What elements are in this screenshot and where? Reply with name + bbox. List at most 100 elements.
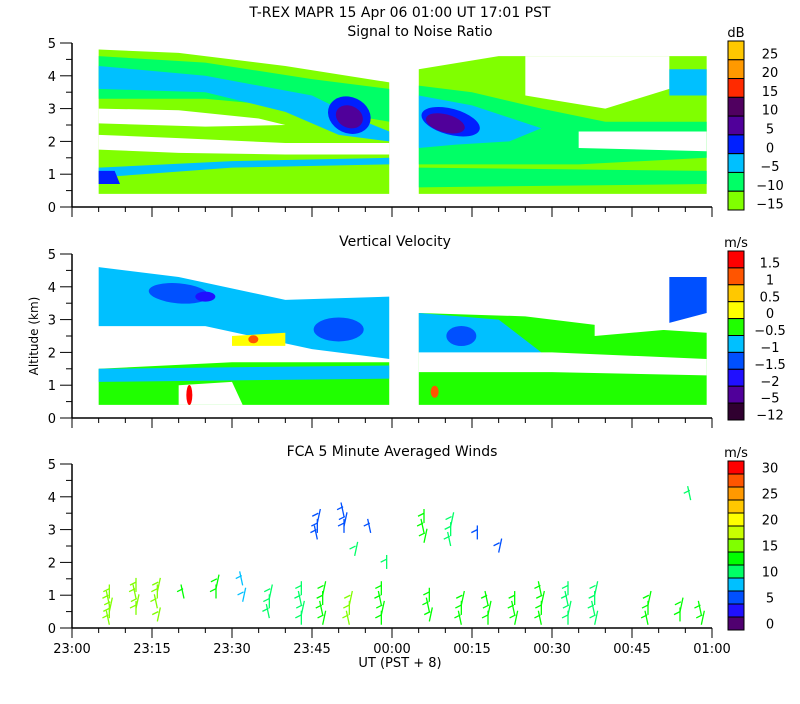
- snr-field-gap: [98, 134, 390, 155]
- wind-barb-flag: [343, 594, 351, 599]
- wind-barb-staff: [594, 610, 599, 625]
- x-tick-label: 00:00: [373, 642, 410, 657]
- wind-barb-flag: [445, 515, 452, 521]
- colorbar-swatch: [727, 301, 745, 320]
- wind-barb-flag: [102, 594, 109, 599]
- colorbar-label: 0: [766, 141, 774, 156]
- wind-barb-flag: [534, 614, 541, 619]
- wind-barb-flag: [310, 529, 317, 534]
- wind-barb-flag: [311, 522, 318, 527]
- wind-barb-staff: [377, 590, 382, 606]
- data-gap: [389, 254, 419, 424]
- wind-barb-flag: [640, 614, 648, 619]
- wind-barb-staff: [153, 594, 158, 609]
- wind-barb-staff: [591, 600, 596, 616]
- wind-barb-flag: [561, 584, 569, 589]
- velocity-field-blob: [430, 385, 439, 398]
- wind-barb-flag: [128, 588, 136, 593]
- wind-barb-flag: [349, 545, 356, 550]
- wind-barb-flag: [374, 594, 381, 599]
- panel-title-winds: FCA 5 Minute Averaged Winds: [287, 444, 498, 460]
- wind-barb-flag: [683, 489, 691, 494]
- colorbar-swatch: [727, 473, 745, 488]
- wind-barb-flag: [561, 614, 569, 619]
- velocity-field: [98, 365, 390, 382]
- wind-barb-flag: [294, 594, 301, 599]
- x-tick-label: 01:00: [693, 642, 730, 657]
- wind-barb-flag: [560, 594, 568, 599]
- colorbar-label: 20: [762, 66, 779, 81]
- figure-title: T-REX MAPR 15 Apr 06 01:00 UT 17:01 PST: [248, 5, 551, 21]
- wind-barb-staff: [540, 590, 545, 606]
- y-tick-label: 3: [48, 524, 56, 539]
- colorbar-swatch: [727, 368, 745, 387]
- colorbar-label: 15: [762, 85, 779, 100]
- wind-barb-staff: [319, 600, 324, 616]
- wind-barb-staff: [322, 581, 327, 596]
- wind-barb-staff: [156, 577, 161, 593]
- wind-barb-flag: [589, 584, 596, 589]
- wind-barb-flag: [422, 601, 429, 606]
- wind-barb-staff: [132, 584, 137, 599]
- y-tick-label: 2: [48, 556, 56, 571]
- wind-barb-staff: [537, 610, 542, 625]
- velocity-field-gap: [418, 352, 707, 376]
- wind-barb-flag: [316, 594, 323, 599]
- wind-barb-flag: [507, 604, 515, 609]
- wind-barb-flag: [176, 588, 184, 593]
- wind-barb-flag: [317, 614, 324, 619]
- wind-barb-flag: [587, 604, 595, 609]
- wind-barb-flag: [263, 597, 270, 603]
- colorbar-swatch: [727, 318, 745, 337]
- colorbar-label: −15: [756, 198, 783, 213]
- wind-barb-staff: [460, 590, 465, 606]
- wind-barb-staff: [484, 590, 489, 606]
- y-tick-label: 3: [48, 314, 56, 329]
- colorbar-label: −12: [756, 409, 783, 424]
- colorbar-label: 20: [762, 514, 779, 529]
- snr-field-band: [418, 167, 707, 188]
- wind-barb-flag: [493, 542, 500, 547]
- wind-barb-flag: [443, 535, 451, 540]
- colorbar-label: 0.5: [760, 290, 781, 305]
- colorbar-label: 0: [766, 618, 774, 633]
- wind-barb-flag: [237, 591, 244, 596]
- wind-barb-staff: [567, 600, 572, 616]
- y-tick-label: 5: [48, 248, 56, 263]
- wind-barb-staff: [105, 610, 110, 625]
- wind-barb-flag: [673, 611, 681, 616]
- colorbar-swatch: [727, 40, 745, 61]
- wind-barb-flag: [375, 614, 382, 619]
- wind-barb-flag: [103, 588, 110, 593]
- x-tick-label: 23:15: [133, 642, 170, 657]
- wind-barb-flag: [262, 607, 269, 612]
- wind-barb-flag: [210, 578, 218, 583]
- wind-barb-staff: [156, 607, 161, 622]
- snr-field-band: [98, 157, 390, 188]
- snr-field-blob: [335, 105, 363, 129]
- colorbar-swatch: [727, 250, 745, 269]
- velocity-field-blob: [195, 291, 216, 302]
- wind-barb-flag: [235, 574, 243, 580]
- wind-barb-flag: [535, 604, 542, 609]
- x-tick-label: 00:15: [453, 642, 490, 657]
- wind-barb-flag: [263, 588, 271, 593]
- wind-barb-flag: [674, 601, 682, 606]
- colorbar-swatch: [727, 385, 745, 404]
- colorbar-label: 1: [766, 273, 774, 288]
- colorbar-unit: m/s: [724, 446, 748, 461]
- velocity-field-blob: [148, 283, 209, 304]
- wind-barb-staff: [322, 610, 327, 625]
- x-tick-label: 23:00: [53, 642, 90, 657]
- snr-field-band: [669, 69, 707, 96]
- wind-barb-staff: [354, 541, 359, 556]
- wind-barb-staff: [498, 538, 503, 553]
- wind-barb-flag: [535, 594, 543, 599]
- wind-barb-staff: [679, 597, 684, 612]
- colorbar-label: 0: [766, 307, 774, 322]
- wind-barb-flag: [209, 588, 217, 593]
- wind-barb-flag: [444, 525, 451, 530]
- colorbar-label: 15: [762, 540, 779, 555]
- velocity-field-gap: [178, 381, 243, 405]
- wind-barb-flag: [336, 506, 344, 511]
